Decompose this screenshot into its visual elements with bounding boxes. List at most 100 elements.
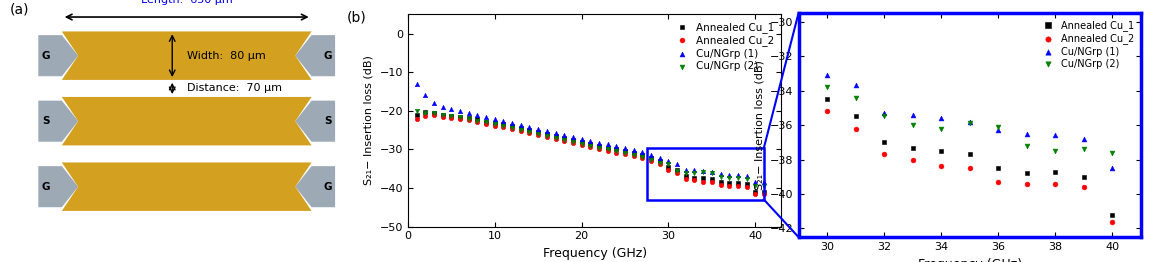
- Annealed Cu_1: [607, 147, 625, 151]
- Annealed Cu_2: [746, 192, 764, 196]
- Annealed Cu_2: [555, 139, 573, 143]
- Text: S: S: [41, 116, 49, 126]
- Annealed Cu_1: [433, 113, 452, 117]
- Cu/NGrp (1): [989, 128, 1008, 132]
- Cu/NGrp (2): [572, 141, 591, 146]
- Cu/NGrp (1): [1103, 166, 1121, 170]
- Cu/NGrp (1): [555, 133, 573, 137]
- Cu/NGrp (1): [746, 180, 764, 184]
- Cu/NGrp (2): [555, 138, 573, 142]
- Cu/NGrp (2): [755, 184, 773, 188]
- Cu/NGrp (1): [503, 121, 522, 125]
- Cu/NGrp (2): [494, 124, 512, 128]
- Annealed Cu_1: [589, 144, 608, 148]
- Cu/NGrp (1): [755, 180, 773, 184]
- Annealed Cu_2: [703, 180, 722, 184]
- Annealed Cu_2: [668, 171, 686, 175]
- Annealed Cu_2: [433, 114, 452, 119]
- Annealed Cu_1: [660, 165, 678, 169]
- Annealed Cu_1: [468, 117, 486, 122]
- Cu/NGrp (2): [408, 109, 426, 113]
- Cu/NGrp (1): [599, 142, 617, 146]
- Text: Length:  650 μm: Length: 650 μm: [141, 0, 232, 5]
- Text: (a): (a): [9, 3, 29, 17]
- Annealed Cu_1: [538, 132, 556, 136]
- Cu/NGrp (1): [442, 107, 461, 111]
- Annealed Cu_2: [932, 164, 950, 168]
- Cu/NGrp (1): [468, 113, 486, 117]
- Annealed Cu_1: [876, 140, 894, 144]
- Cu/NGrp (2): [416, 111, 434, 115]
- Cu/NGrp (2): [932, 127, 950, 131]
- Annealed Cu_2: [468, 119, 486, 124]
- Annealed Cu_1: [477, 119, 495, 124]
- Annealed Cu_2: [642, 159, 661, 163]
- Annealed Cu_2: [1046, 182, 1064, 186]
- Annealed Cu_2: [520, 131, 539, 135]
- Cu/NGrp (2): [503, 126, 522, 130]
- Cu/NGrp (2): [746, 184, 764, 188]
- Annealed Cu_1: [625, 151, 643, 155]
- Cu/NGrp (1): [728, 173, 747, 177]
- Cu/NGrp (2): [581, 144, 600, 148]
- Cu/NGrp (1): [642, 153, 661, 157]
- Cu/NGrp (2): [818, 85, 836, 89]
- Cu/NGrp (2): [529, 132, 547, 136]
- Cu/NGrp (2): [477, 120, 495, 124]
- Annealed Cu_2: [694, 180, 712, 184]
- Cu/NGrp (1): [511, 123, 530, 127]
- Cu/NGrp (2): [589, 145, 608, 150]
- Annealed Cu_1: [581, 141, 600, 146]
- Annealed Cu_2: [650, 162, 669, 166]
- Annealed Cu_2: [416, 113, 434, 118]
- Annealed Cu_1: [989, 166, 1008, 170]
- Annealed Cu_2: [755, 192, 773, 196]
- Annealed Cu_1: [711, 180, 730, 184]
- Cu/NGrp (1): [694, 169, 712, 173]
- Annealed Cu_1: [529, 130, 547, 134]
- Cu/NGrp (2): [694, 170, 712, 174]
- Cu/NGrp (2): [1018, 144, 1036, 148]
- Text: S: S: [324, 116, 332, 126]
- Annealed Cu_2: [961, 166, 979, 170]
- Cu/NGrp (1): [416, 93, 434, 97]
- Annealed Cu_2: [538, 135, 556, 139]
- Cu/NGrp (1): [546, 131, 564, 135]
- Polygon shape: [62, 97, 311, 145]
- Annealed Cu_2: [442, 116, 461, 120]
- Annealed Cu_2: [685, 178, 703, 182]
- Annealed Cu_2: [1018, 182, 1036, 186]
- Annealed Cu_2: [1074, 185, 1093, 189]
- Cu/NGrp (2): [616, 151, 634, 155]
- Cu/NGrp (2): [538, 134, 556, 138]
- Y-axis label: S₂₁− Insertion loss (dB): S₂₁− Insertion loss (dB): [364, 56, 373, 185]
- Cu/NGrp (2): [703, 171, 722, 175]
- Cu/NGrp (1): [847, 83, 865, 88]
- Annealed Cu_1: [685, 176, 703, 180]
- Cu/NGrp (2): [425, 111, 444, 115]
- Annealed Cu_2: [660, 167, 678, 172]
- Annealed Cu_1: [932, 149, 950, 153]
- Legend: Annealed Cu_1, Annealed Cu_2, Cu/NGrp (1), Cu/NGrp (2): Annealed Cu_1, Annealed Cu_2, Cu/NGrp (1…: [1036, 18, 1136, 71]
- Annealed Cu_2: [989, 180, 1008, 184]
- Annealed Cu_1: [818, 97, 836, 101]
- Cu/NGrp (2): [625, 153, 643, 157]
- Annealed Cu_1: [668, 168, 686, 172]
- Cu/NGrp (2): [677, 171, 695, 175]
- Cu/NGrp (2): [520, 130, 539, 134]
- Cu/NGrp (1): [460, 111, 478, 115]
- Polygon shape: [62, 31, 311, 80]
- Text: (b): (b): [346, 10, 367, 24]
- Annealed Cu_1: [694, 176, 712, 181]
- Cu/NGrp (2): [903, 123, 921, 127]
- Cu/NGrp (2): [450, 115, 469, 119]
- Annealed Cu_1: [746, 190, 764, 194]
- Cu/NGrp (1): [677, 168, 695, 172]
- Cu/NGrp (2): [564, 140, 583, 144]
- Annealed Cu_1: [564, 138, 583, 142]
- Cu/NGrp (1): [625, 148, 643, 152]
- Annealed Cu_2: [1103, 220, 1121, 224]
- Cu/NGrp (2): [460, 117, 478, 121]
- Annealed Cu_1: [961, 152, 979, 156]
- Annealed Cu_1: [720, 181, 739, 185]
